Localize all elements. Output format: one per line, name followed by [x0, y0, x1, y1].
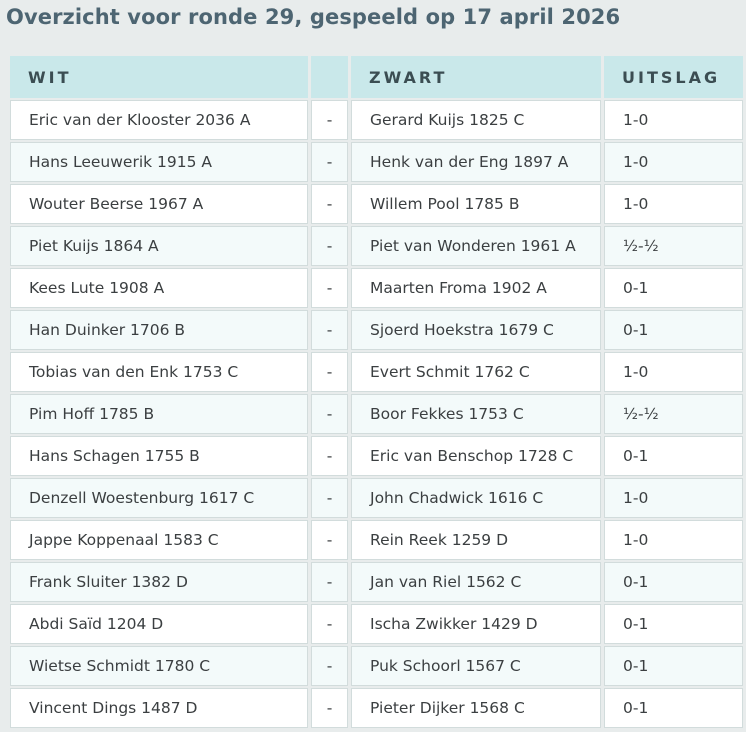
table-row: Abdi Saïd 1204 D - Ischa Zwikker 1429 D 0-1	[10, 604, 743, 644]
table-row: Denzell Woestenburg 1617 C - John Chadwick…	[10, 478, 743, 518]
separator-cell: -	[311, 310, 348, 350]
table-row: Pim Hoff 1785 B - Boor Fekkes 1753 C ½-½	[10, 394, 743, 434]
white-player-cell: Frank Sluiter 1382 D	[10, 562, 308, 602]
result-cell: 0-1	[604, 688, 743, 728]
result-cell: 0-1	[604, 562, 743, 602]
black-player-cell: Jan van Riel 1562 C	[351, 562, 601, 602]
white-player-cell: Pim Hoff 1785 B	[10, 394, 308, 434]
separator-cell: -	[311, 562, 348, 602]
white-player-cell: Tobias van den Enk 1753 C	[10, 352, 308, 392]
black-player-cell: Evert Schmit 1762 C	[351, 352, 601, 392]
white-player-cell: Han Duinker 1706 B	[10, 310, 308, 350]
separator-cell: -	[311, 646, 348, 686]
table-row: Piet Kuijs 1864 A - Piet van Wonderen 1961…	[10, 226, 743, 266]
table-row: Tobias van den Enk 1753 C - Evert Schmit 1…	[10, 352, 743, 392]
table-row: Hans Leeuwerik 1915 A - Henk van der Eng 1…	[10, 142, 743, 182]
table-row: Eric van der Klooster 2036 A - Gerard Kuij…	[10, 100, 743, 140]
black-player-cell: Rein Reek 1259 D	[351, 520, 601, 560]
header-white: WIT	[10, 56, 308, 98]
separator-cell: -	[311, 184, 348, 224]
result-cell: 0-1	[604, 310, 743, 350]
result-cell: 0-1	[604, 604, 743, 644]
result-cell: 1-0	[604, 520, 743, 560]
result-cell: 0-1	[604, 436, 743, 476]
black-player-cell: Boor Fekkes 1753 C	[351, 394, 601, 434]
white-player-cell: Kees Lute 1908 A	[10, 268, 308, 308]
separator-cell: -	[311, 436, 348, 476]
white-player-cell: Eric van der Klooster 2036 A	[10, 100, 308, 140]
header-black: ZWART	[351, 56, 601, 98]
table-body: Eric van der Klooster 2036 A - Gerard Kuij…	[10, 100, 743, 728]
black-player-cell: Pieter Dijker 1568 C	[351, 688, 601, 728]
result-cell: 1-0	[604, 352, 743, 392]
result-cell: 1-0	[604, 142, 743, 182]
white-player-cell: Wouter Beerse 1967 A	[10, 184, 308, 224]
result-cell: 0-1	[604, 268, 743, 308]
table-row: Kees Lute 1908 A - Maarten Froma 1902 A 0-1	[10, 268, 743, 308]
separator-cell: -	[311, 100, 348, 140]
black-player-cell: Gerard Kuijs 1825 C	[351, 100, 601, 140]
separator-cell: -	[311, 520, 348, 560]
table-row: Wietse Schmidt 1780 C - Puk Schoorl 1567 C…	[10, 646, 743, 686]
result-cell: ½-½	[604, 226, 743, 266]
white-player-cell: Denzell Woestenburg 1617 C	[10, 478, 308, 518]
white-player-cell: Vincent Dings 1487 D	[10, 688, 308, 728]
table-row: Hans Schagen 1755 B - Eric van Benschop 17…	[10, 436, 743, 476]
white-player-cell: Wietse Schmidt 1780 C	[10, 646, 308, 686]
separator-cell: -	[311, 604, 348, 644]
separator-cell: -	[311, 688, 348, 728]
black-player-cell: John Chadwick 1616 C	[351, 478, 601, 518]
separator-cell: -	[311, 226, 348, 266]
result-cell: ½-½	[604, 394, 743, 434]
black-player-cell: Eric van Benschop 1728 C	[351, 436, 601, 476]
table-header-row: WIT ZWART UITSLAG	[10, 56, 743, 98]
table-row: Frank Sluiter 1382 D - Jan van Riel 1562 C…	[10, 562, 743, 602]
result-cell: 1-0	[604, 184, 743, 224]
result-cell: 0-1	[604, 646, 743, 686]
white-player-cell: Abdi Saïd 1204 D	[10, 604, 308, 644]
header-result: UITSLAG	[604, 56, 743, 98]
white-player-cell: Hans Schagen 1755 B	[10, 436, 308, 476]
separator-cell: -	[311, 142, 348, 182]
separator-cell: -	[311, 478, 348, 518]
white-player-cell: Hans Leeuwerik 1915 A	[10, 142, 308, 182]
header-separator	[311, 56, 348, 98]
result-cell: 1-0	[604, 100, 743, 140]
separator-cell: -	[311, 352, 348, 392]
page-title: Overzicht voor ronde 29, gespeeld op 17 …	[6, 5, 621, 29]
table-row: Han Duinker 1706 B - Sjoerd Hoekstra 1679 …	[10, 310, 743, 350]
result-cell: 1-0	[604, 478, 743, 518]
black-player-cell: Henk van der Eng 1897 A	[351, 142, 601, 182]
table-row: Vincent Dings 1487 D - Pieter Dijker 1568 …	[10, 688, 743, 728]
results-table: WIT ZWART UITSLAG Eric van der Klooster …	[7, 54, 746, 730]
white-player-cell: Piet Kuijs 1864 A	[10, 226, 308, 266]
white-player-cell: Jappe Koppenaal 1583 C	[10, 520, 308, 560]
black-player-cell: Ischa Zwikker 1429 D	[351, 604, 601, 644]
separator-cell: -	[311, 394, 348, 434]
black-player-cell: Piet van Wonderen 1961 A	[351, 226, 601, 266]
black-player-cell: Maarten Froma 1902 A	[351, 268, 601, 308]
black-player-cell: Sjoerd Hoekstra 1679 C	[351, 310, 601, 350]
separator-cell: -	[311, 268, 348, 308]
black-player-cell: Willem Pool 1785 B	[351, 184, 601, 224]
black-player-cell: Puk Schoorl 1567 C	[351, 646, 601, 686]
